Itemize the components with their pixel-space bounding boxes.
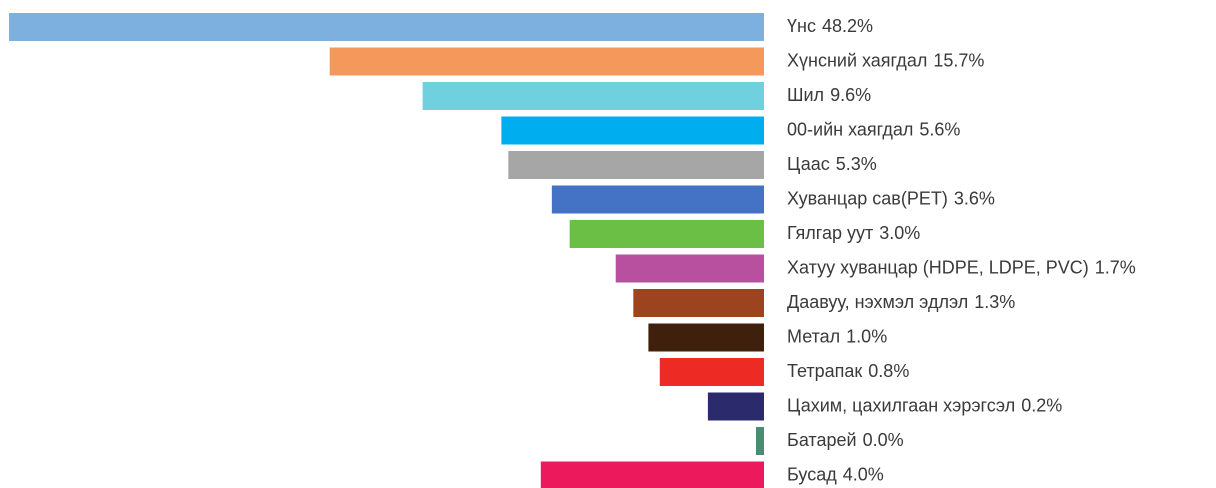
category-label: Бусад: [787, 464, 837, 484]
category-label: Цаас: [787, 154, 830, 174]
value-label: 0.8%: [868, 361, 909, 381]
bar-label: Гялгар уут 3.0%: [787, 223, 920, 243]
category-label: Батарей: [787, 430, 857, 450]
category-label: 00-ийн хаягдал: [787, 119, 913, 139]
category-label: Хатуу хуванцар (HDPE, LDPE, PVC): [787, 257, 1089, 277]
bar: [551, 185, 764, 214]
value-label: 1.7%: [1095, 257, 1136, 277]
category-label: Үнс: [787, 16, 816, 36]
bar: [569, 220, 764, 248]
value-label: 15.7%: [933, 50, 984, 70]
value-label: 1.0%: [846, 326, 887, 346]
bar-label: Даавуу, нэхмэл эдлэл 1.3%: [787, 292, 1015, 312]
bar-label: Үнс 48.2%: [787, 16, 873, 36]
value-label: 9.6%: [830, 85, 871, 105]
bar: [756, 427, 764, 455]
category-label: Даавуу, нэхмэл эдлэл: [787, 292, 968, 312]
value-label: 0.2%: [1021, 395, 1062, 415]
bar: [540, 461, 764, 488]
bar-label: Бусад 4.0%: [787, 464, 884, 484]
value-label: 48.2%: [822, 16, 873, 36]
bar-label: 00-ийн хаягдал 5.6%: [787, 119, 960, 139]
bar: [615, 254, 764, 283]
value-label: 4.0%: [843, 464, 884, 484]
value-label: 0.0%: [863, 430, 904, 450]
bar-label: Хуванцар сав(PET) 3.6%: [787, 188, 995, 208]
category-label: Шил: [787, 85, 824, 105]
value-label: 5.6%: [919, 119, 960, 139]
category-label: Метал: [787, 326, 840, 346]
bar-label: Цаас 5.3%: [787, 154, 877, 174]
bar: [648, 323, 764, 352]
value-label: 3.0%: [879, 223, 920, 243]
value-label: 1.3%: [974, 292, 1015, 312]
bar: [707, 392, 764, 421]
bar-label: Хатуу хуванцар (HDPE, LDPE, PVC) 1.7%: [787, 257, 1136, 277]
bar: [422, 82, 764, 110]
bar-label: Шил 9.6%: [787, 85, 871, 105]
bar: [9, 13, 764, 41]
category-label: Гялгар уут: [787, 223, 873, 243]
value-label: 5.3%: [836, 154, 877, 174]
bar: [501, 116, 764, 145]
category-label: Цахим, цахилгаан хэрэгсэл: [787, 395, 1015, 415]
bar-label: Батарей 0.0%: [787, 430, 904, 450]
bar-label: Метал 1.0%: [787, 326, 887, 346]
category-label: Тетрапак: [787, 361, 862, 381]
bar: [508, 151, 764, 179]
value-label: 3.6%: [954, 188, 995, 208]
bar: [329, 47, 764, 76]
bar: [659, 358, 764, 386]
bar-label: Хүнсний хаягдал 15.7%: [787, 50, 984, 70]
category-label: Хүнсний хаягдал: [787, 50, 927, 70]
bar: [633, 289, 764, 317]
bar-label: Тетрапак 0.8%: [787, 361, 909, 381]
bar-label: Цахим, цахилгаан хэрэгсэл 0.2%: [787, 395, 1062, 415]
category-label: Хуванцар сав(PET): [787, 188, 948, 208]
